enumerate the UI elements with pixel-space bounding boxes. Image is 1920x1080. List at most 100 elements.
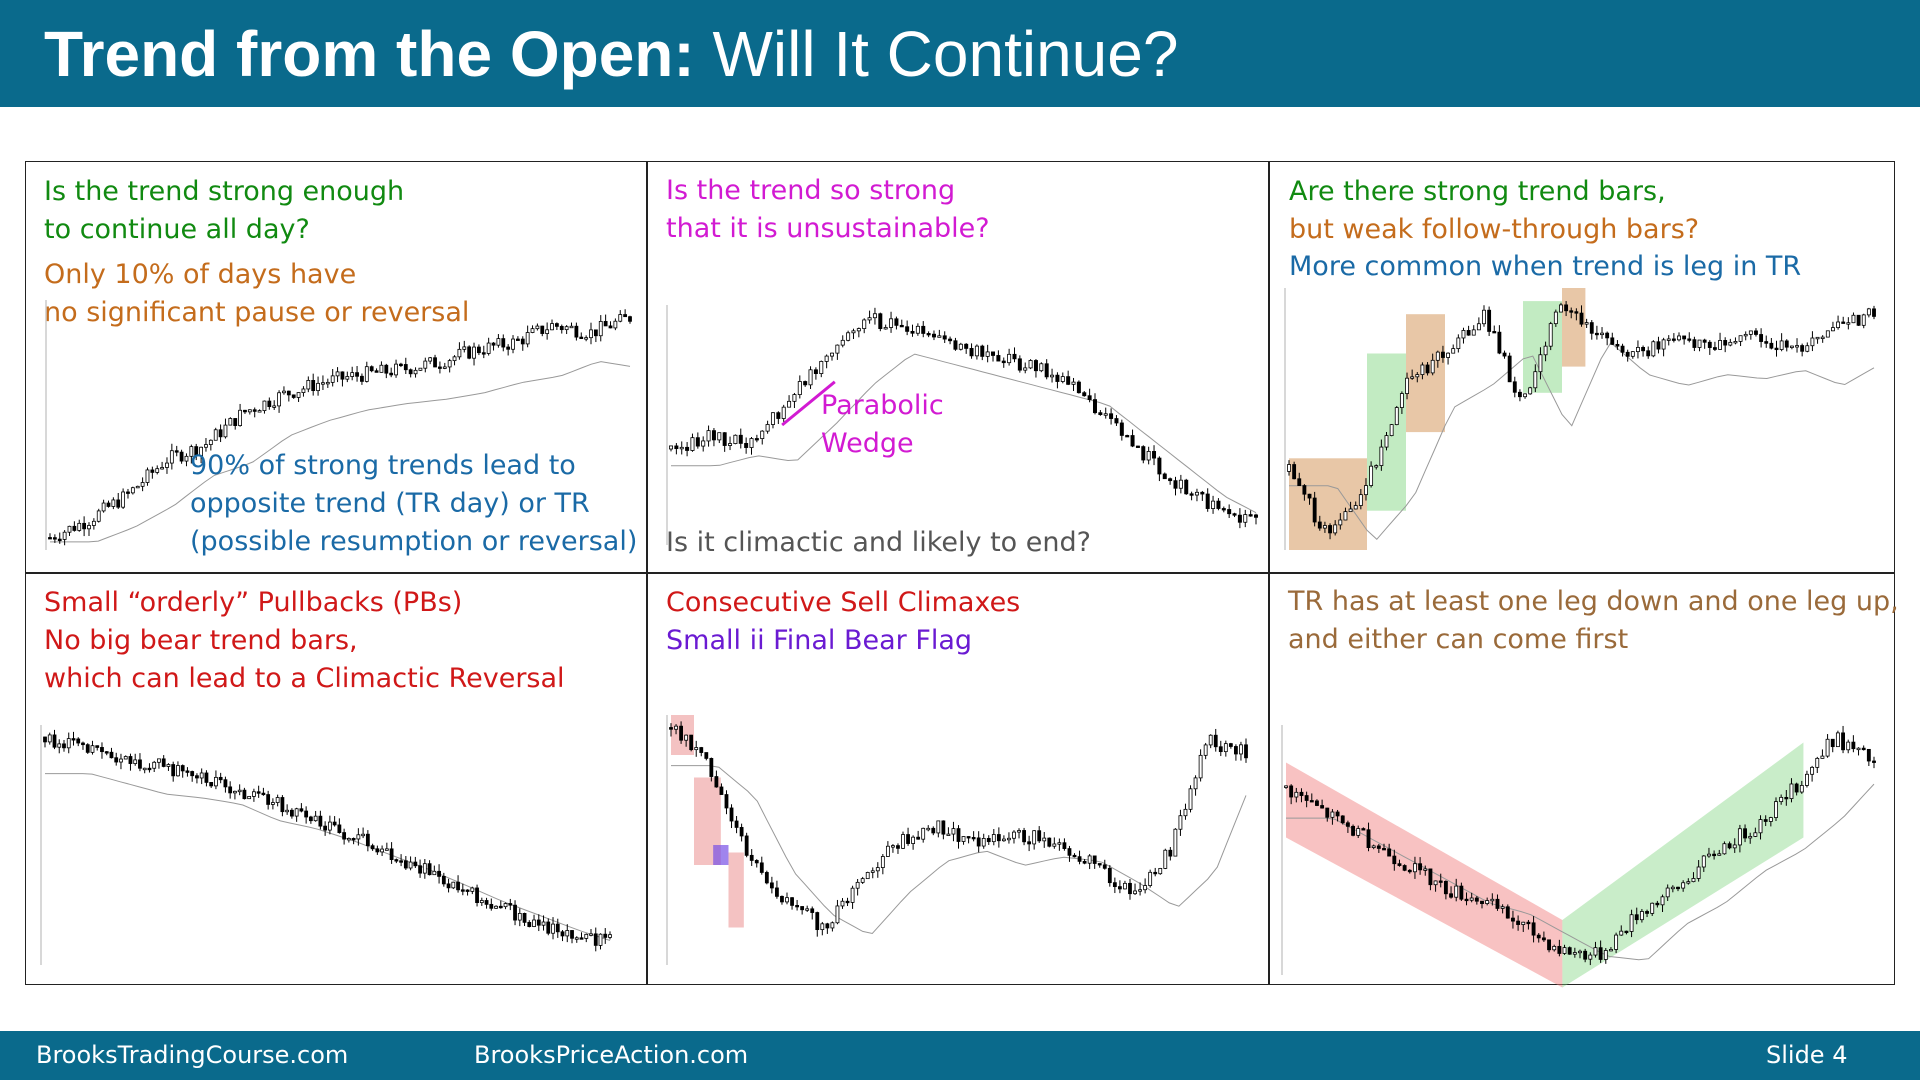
bull-candle <box>1023 367 1028 371</box>
bear-candle <box>1641 347 1646 352</box>
bull-candle <box>1609 949 1613 952</box>
bear-candle <box>695 437 700 447</box>
p1-line7: (possible resumption or reversal) <box>190 526 638 557</box>
bull-candle <box>1338 519 1343 526</box>
bull-candle <box>1178 815 1183 830</box>
bull-candle <box>1686 881 1691 884</box>
bull-candle <box>517 913 522 921</box>
bear-candle <box>971 836 976 840</box>
bull-candle <box>1533 371 1538 389</box>
bear-candle <box>685 446 690 451</box>
bull-candle <box>1619 930 1624 936</box>
bull-candle <box>1482 309 1486 325</box>
bear-candle <box>608 325 613 329</box>
footer-site-2[interactable]: BrooksPriceAction.com <box>474 1041 749 1069</box>
bear-candle <box>437 870 441 877</box>
bear-candle <box>1712 853 1717 857</box>
bear-candle <box>738 434 743 444</box>
bear-candle <box>106 502 111 507</box>
bear-candle <box>195 775 199 779</box>
bull-candle <box>550 323 554 331</box>
bull-candle <box>684 734 689 741</box>
bear-candle <box>374 370 379 373</box>
bear-candle <box>340 371 345 380</box>
bull-candle <box>835 905 840 924</box>
bear-candle <box>931 827 936 834</box>
bull-candle <box>921 827 926 840</box>
bear-candle <box>62 743 66 749</box>
bear-candle <box>579 937 584 940</box>
bear-candle <box>365 833 370 847</box>
bear-candle <box>1366 829 1371 848</box>
bull-candle <box>1007 837 1011 841</box>
bull-candle <box>1600 332 1604 336</box>
bull-candle <box>247 795 252 800</box>
bear-candle <box>128 756 133 764</box>
bull-candle <box>169 450 174 464</box>
bear-candle <box>780 895 784 903</box>
bull-candle <box>1057 842 1062 845</box>
bear-candle <box>1502 352 1507 357</box>
bull-candle <box>199 446 203 457</box>
bear-candle <box>1130 435 1135 447</box>
p1-line6: opposite trend (TR day) or TR <box>190 488 590 519</box>
bear-candle <box>527 921 532 927</box>
bull-candle <box>694 747 699 751</box>
bear-candle <box>1189 493 1194 496</box>
bear-candle <box>941 820 946 835</box>
bear-candle <box>709 758 714 777</box>
bull-candle <box>1188 788 1193 810</box>
highlight-box <box>1289 458 1367 550</box>
bull-candle <box>160 467 165 470</box>
bull-candle <box>306 380 311 390</box>
bull-candle <box>1836 321 1841 329</box>
bear-candle <box>1583 950 1588 960</box>
bear-candle <box>1866 748 1871 762</box>
bull-candle <box>1733 341 1738 344</box>
bear-candle <box>921 325 926 334</box>
bear-candle <box>1495 898 1500 909</box>
bull-candle <box>233 790 237 794</box>
bear-candle <box>1037 830 1042 842</box>
bear-candle <box>1087 395 1092 400</box>
bear-candle <box>1856 314 1861 326</box>
bull-candle <box>296 392 301 398</box>
bull-candle <box>1707 853 1711 857</box>
bull-candle <box>1651 341 1656 357</box>
bear-candle <box>1574 311 1579 314</box>
bear-candle <box>52 734 57 748</box>
bear-candle <box>76 738 81 744</box>
bull-candle <box>1158 868 1163 875</box>
bear-candle <box>95 745 100 748</box>
bear-candle <box>1033 360 1038 372</box>
bull-candle <box>530 328 535 333</box>
bull-candle <box>380 848 385 853</box>
bull-candle <box>451 881 456 889</box>
bear-candle <box>1645 911 1649 914</box>
bear-candle <box>337 824 342 833</box>
bull-candle <box>313 815 318 822</box>
bear-candle <box>555 923 560 933</box>
bear-candle <box>1794 783 1799 793</box>
bull-candle <box>262 400 267 411</box>
footer-site-1[interactable]: BrooksTradingCourse.com <box>36 1041 349 1069</box>
bull-candle <box>951 828 956 835</box>
bear-candle <box>1289 785 1294 798</box>
bull-candle <box>1548 323 1553 347</box>
bear-candle <box>1418 863 1423 871</box>
bear-candle <box>71 738 76 741</box>
bear-candle <box>679 725 683 741</box>
bear-candle <box>72 525 77 531</box>
bull-candle <box>1639 911 1644 921</box>
bull-candle <box>1820 755 1825 759</box>
bull-candle <box>379 364 384 373</box>
bear-candle <box>360 375 364 382</box>
bull-candle <box>1461 330 1466 339</box>
bear-candle <box>1248 514 1253 517</box>
bear-candle <box>1655 902 1660 906</box>
bull-candle <box>228 418 233 426</box>
bear-candle <box>369 366 374 372</box>
bear-candle <box>1227 509 1232 515</box>
bull-candle <box>1012 831 1016 839</box>
bear-candle <box>1292 464 1297 480</box>
